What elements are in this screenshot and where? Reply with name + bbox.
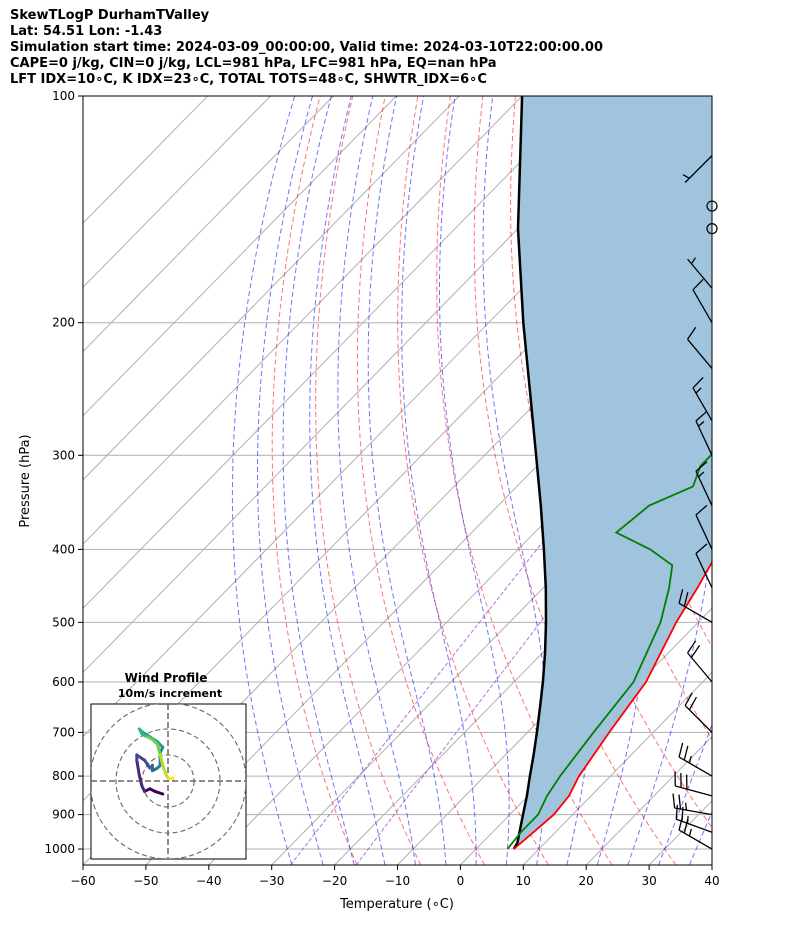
wind-barb	[687, 640, 713, 683]
wind-barb	[687, 326, 713, 369]
moist-adiabat	[482, 96, 548, 865]
isotherm-gridline	[83, 96, 523, 545]
moist-adiabat	[337, 96, 416, 865]
x-axis-label: Temperature (∘C)	[339, 897, 454, 912]
isotherm-gridline	[83, 96, 334, 353]
wind-barb	[692, 377, 713, 422]
isotherm-gridline	[397, 543, 712, 865]
y-axis-label: Pressure (hPa)	[18, 434, 33, 527]
chart-header: SkewTLogP DurhamTValley Lat: 54.51 Lon: …	[10, 8, 790, 88]
temperature-line	[513, 560, 712, 850]
wind-barb	[695, 461, 713, 506]
moist-adiabat	[257, 96, 324, 865]
x-tick-label: 30	[641, 874, 656, 888]
wind-barb	[682, 155, 713, 183]
hodograph-segment	[137, 774, 144, 788]
wind-barbs	[672, 155, 718, 850]
x-tick-label: 40	[704, 874, 719, 888]
moist-adiabat	[367, 96, 447, 865]
wind-barb	[672, 793, 713, 816]
x-tick-label: −20	[322, 874, 347, 888]
parcel-profile-line	[512, 96, 548, 850]
dry-adiabat	[710, 96, 712, 114]
hodograph-subtitle: 10m/s increment	[118, 687, 222, 700]
axes: −60 −50 −40 −30 −20 −10 0 10 20 30 40 1000 900 800 700…	[44, 89, 719, 888]
hodograph-segment	[143, 758, 152, 770]
wind-barb	[695, 504, 713, 550]
x-tick-label: −40	[196, 874, 221, 888]
location-line: Lat: 54.51 Lon: -1.43	[10, 24, 163, 39]
x-tick-label: 0	[457, 874, 465, 888]
isotherm-gridline	[83, 96, 397, 417]
isotherm-gridline	[711, 864, 712, 865]
wind-barb	[678, 742, 713, 777]
wind-barb	[695, 410, 713, 456]
dry-adiabat	[743, 96, 794, 865]
y-tick-label: 900	[52, 808, 75, 822]
x-tick-label: 20	[579, 874, 594, 888]
hodograph-segment	[135, 758, 141, 778]
plot-area	[83, 96, 794, 865]
y-tick-label: 500	[52, 615, 75, 629]
y-tick-label: 1000	[44, 842, 75, 856]
x-tick-label: −10	[385, 874, 410, 888]
wind-barb	[692, 278, 713, 324]
wind-barb	[684, 692, 713, 733]
cape-line: CAPE=0 j/kg, CIN=0 j/kg, LCL=981 hPa, LF…	[10, 56, 497, 71]
wind-barb	[706, 223, 718, 235]
isotherm-gridline	[83, 96, 271, 289]
dry-adiabat	[397, 96, 549, 865]
isotherm-gridline	[83, 96, 460, 481]
cin-shading	[513, 96, 712, 849]
hodograph-segment	[158, 753, 165, 767]
isotherm-gridline	[83, 96, 586, 609]
y-tick-label: 300	[52, 448, 75, 462]
dry-adiabat	[357, 96, 485, 865]
x-tick-label: −60	[70, 874, 95, 888]
x-tick-label: −50	[133, 874, 158, 888]
isotherm-gridline	[145, 286, 712, 865]
wind-barb	[674, 771, 713, 797]
wind-barb	[706, 200, 718, 212]
y-tick-label: 800	[52, 769, 75, 783]
wind-barb	[687, 257, 713, 289]
wind-barb	[678, 589, 713, 623]
moist-adiabat	[309, 96, 386, 865]
y-tick-label: 200	[52, 316, 75, 330]
wind-barb	[695, 543, 713, 589]
moist-adiabat	[401, 96, 477, 865]
moist-adiabat	[439, 96, 510, 865]
y-tick-label: 700	[52, 725, 75, 739]
hodograph-title: Wind Profile	[125, 671, 208, 685]
index-line: LFT IDX=10∘C, K IDX=23∘C, TOTAL TOTS=48∘…	[10, 72, 487, 87]
moist-adiabat	[231, 96, 296, 865]
hodograph-segment	[156, 743, 162, 757]
moist-adiabat	[720, 96, 794, 865]
moist-adiabat	[658, 723, 712, 865]
y-tick-label: 600	[52, 675, 75, 689]
y-tick-label: 100	[52, 89, 75, 103]
x-tick-label: −30	[259, 874, 284, 888]
y-tick-label: 400	[52, 542, 75, 556]
moist-adiabat	[627, 96, 712, 865]
wind-barb	[678, 815, 713, 850]
dry-adiabat	[271, 96, 358, 865]
chart-title: SkewTLogP DurhamTValley	[10, 8, 210, 23]
dewpoint-line	[506, 452, 712, 850]
isotherm-gridline	[522, 671, 712, 865]
hodograph-segment	[135, 753, 147, 762]
dry-adiabat	[315, 96, 422, 865]
hodograph-inset: Wind Profile 10m/s increment	[90, 671, 247, 860]
moist-adiabat	[282, 96, 355, 865]
dry-adiabat	[776, 96, 794, 865]
x-tick-label: 10	[516, 874, 531, 888]
time-line: Simulation start time: 2024-03-09_00:00:…	[10, 40, 603, 55]
